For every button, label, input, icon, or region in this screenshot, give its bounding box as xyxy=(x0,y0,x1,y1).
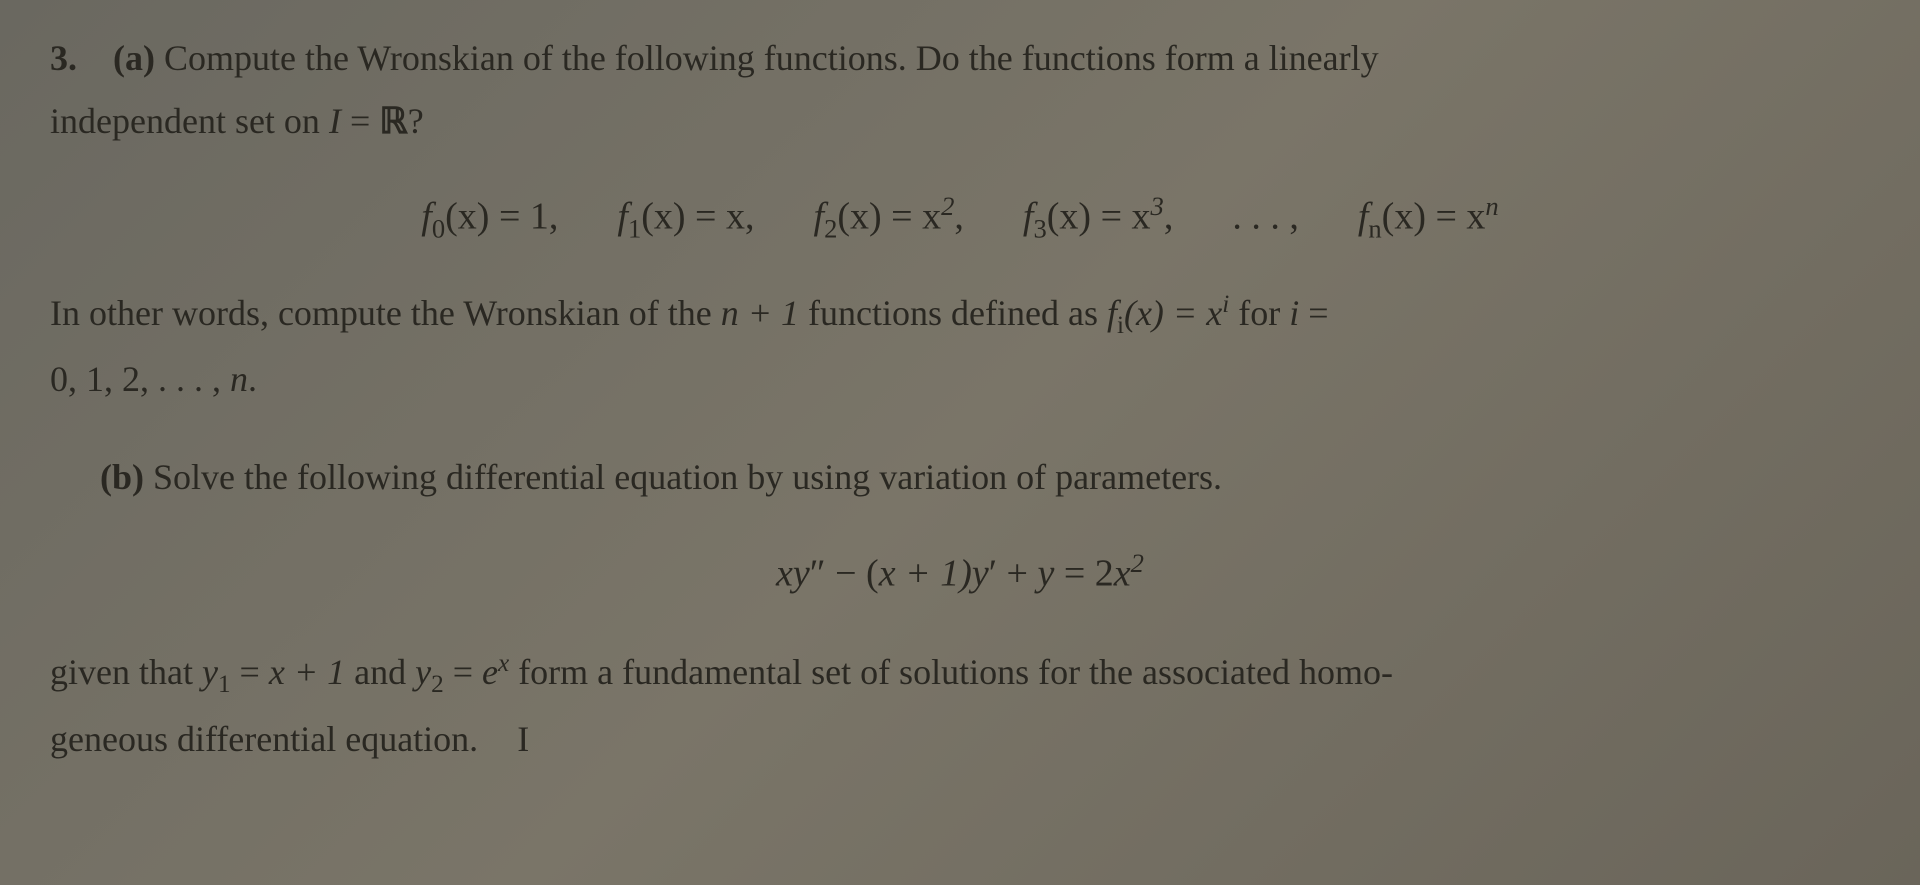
f3-sub: 3 xyxy=(1033,213,1046,243)
part-a-para1: 3. (a) Compute the Wronskian of the foll… xyxy=(50,30,1870,88)
fn-sub: n xyxy=(1368,213,1381,243)
rhs: x xyxy=(1114,552,1131,594)
part-a-para2b: 0, 1, 2, . . . , n. xyxy=(50,351,1870,409)
fi-sub: i xyxy=(1117,312,1124,339)
lhs1-prime: ″ xyxy=(810,552,826,594)
part-b-text2-cont: form a fundamental set of solutions for … xyxy=(509,652,1393,692)
given-that: given that xyxy=(50,652,202,692)
y1-eq: = xyxy=(231,652,269,692)
lhs4: y xyxy=(1037,552,1054,594)
f3: f xyxy=(1023,196,1034,238)
f1-sub: 1 xyxy=(628,213,641,243)
y2-sup: x xyxy=(498,650,509,677)
i-var: i xyxy=(1289,293,1299,333)
part-b-para2: given that y1 = x + 1 and y2 = ex form a… xyxy=(50,644,1870,706)
y1: y xyxy=(202,652,218,692)
equals-sign: = xyxy=(341,101,379,141)
part-a-text1: Compute the Wronskian of the following f… xyxy=(164,38,1379,78)
f1-arg: (x) = x, xyxy=(641,196,754,238)
part-b-para1: (b) Solve the following differential equ… xyxy=(50,449,1870,507)
text-cursor-icon: I xyxy=(517,719,529,759)
fn: f xyxy=(1358,196,1369,238)
problem-content: 3. (a) Compute the Wronskian of the foll… xyxy=(50,30,1870,768)
part-b-text1: Solve the following differential equatio… xyxy=(144,457,1222,497)
diff-equation: xy″ − (x + 1)y′ + y = 2x2 xyxy=(50,542,1870,604)
fi: f xyxy=(1107,293,1117,333)
fn-arg-pre: (x) = x xyxy=(1382,196,1486,238)
f2-sub: 2 xyxy=(824,213,837,243)
part-b-para3: geneous differential equation. I xyxy=(50,711,1870,769)
f1: f xyxy=(617,196,628,238)
y1-val: x + 1 xyxy=(269,652,345,692)
n-plus-1: n + 1 xyxy=(721,293,799,333)
part-a-text4: 0, 1, 2, . . . , xyxy=(50,359,230,399)
f0-arg: (x) = 1, xyxy=(445,196,558,238)
eq-equals: = 2 xyxy=(1054,552,1113,594)
lhs3-prime: ′ xyxy=(989,552,997,594)
part-a-text3: In other words, compute the Wronskian of… xyxy=(50,293,721,333)
part-a-para2: In other words, compute the Wronskian of… xyxy=(50,285,1870,347)
part-a-text3-cont: functions defined as xyxy=(799,293,1107,333)
functions-equation: f0(x) = 1, f1(x) = x, f2(x) = x2, f3(x) … xyxy=(50,185,1870,250)
rhs-sup: 2 xyxy=(1131,548,1144,578)
lhs1: xy xyxy=(776,552,810,594)
and-text: and xyxy=(345,652,415,692)
part-a-text2: independent set on xyxy=(50,101,329,141)
fi-arg: (x) = x xyxy=(1124,293,1222,333)
interval-var: I xyxy=(329,101,341,141)
lhs2: x + 1) xyxy=(879,552,972,594)
f2-sup: 2 xyxy=(941,191,954,221)
y2-val: e xyxy=(482,652,498,692)
y2: y xyxy=(415,652,431,692)
fn-sup: n xyxy=(1485,191,1498,221)
f2-arg-pre: (x) = x xyxy=(837,196,941,238)
question-mark: ? xyxy=(408,101,424,141)
minus: − ( xyxy=(826,552,879,594)
for-text: for xyxy=(1229,293,1289,333)
f0-sub: 0 xyxy=(432,213,445,243)
part-a-label: (a) xyxy=(113,38,155,78)
n-var: n xyxy=(230,359,248,399)
f2-arg-post: , xyxy=(954,196,964,238)
y2-sub: 2 xyxy=(431,671,444,698)
f0: f xyxy=(421,196,432,238)
dots: . . . , xyxy=(1232,196,1299,238)
eq-text: = xyxy=(1299,293,1328,333)
part-a-para1b: independent set on I = ℝ? xyxy=(50,93,1870,151)
f3-arg-pre: (x) = x xyxy=(1047,196,1151,238)
f3-sup: 3 xyxy=(1151,191,1164,221)
f3-arg-post: , xyxy=(1164,196,1174,238)
problem-number: 3. xyxy=(50,38,77,78)
part-b-label: (b) xyxy=(100,457,144,497)
y2-eq: = xyxy=(444,652,482,692)
y1-sub: 1 xyxy=(218,671,231,698)
part-b-text3: geneous differential equation. xyxy=(50,719,478,759)
lhs3: y xyxy=(972,552,989,594)
f2: f xyxy=(814,196,825,238)
real-symbol: ℝ xyxy=(379,101,408,141)
plus: + xyxy=(997,552,1037,594)
period: . xyxy=(248,359,257,399)
